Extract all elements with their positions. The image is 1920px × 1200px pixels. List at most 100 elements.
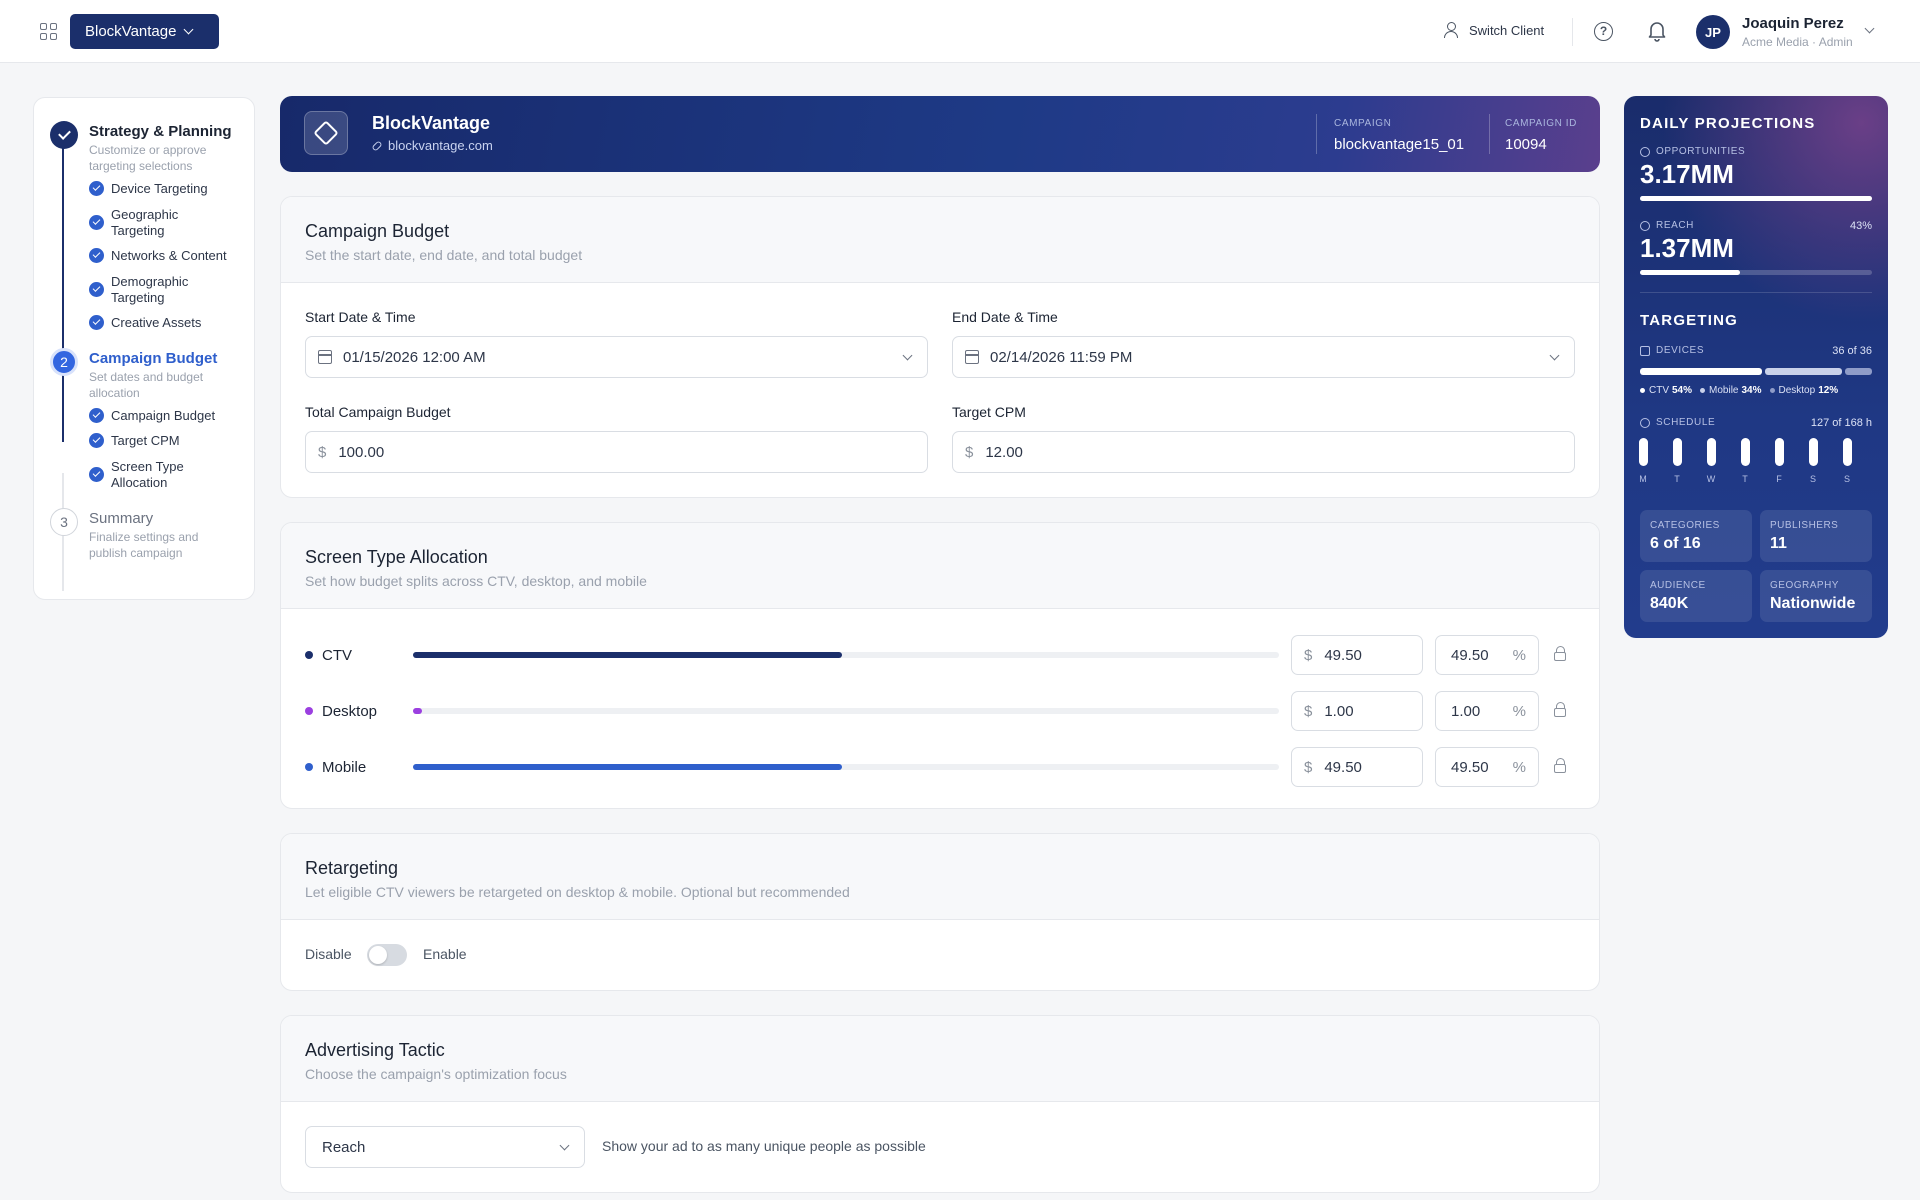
chevron-down-icon [559, 1140, 570, 1151]
stat-value: 840K [1650, 595, 1689, 612]
start-date-value: 01/15/2026 12:00 AM [343, 348, 486, 366]
step-complete-icon[interactable] [50, 121, 78, 149]
devices-split-bar [1640, 368, 1872, 375]
card-title: Campaign Budget [305, 221, 450, 241]
schedule-day: S [1807, 438, 1819, 484]
step-item-networks-content[interactable]: Networks & Content [89, 248, 229, 264]
legend-dot [1700, 387, 1706, 393]
step-item-campaign-budget[interactable]: Campaign Budget [89, 408, 229, 424]
reach-label: REACH [1640, 220, 1694, 231]
target-cpm-input[interactable]: $ 12.00 [952, 431, 1575, 473]
stat-geography: GEOGRAPHY Nationwide [1760, 570, 1872, 622]
start-date-picker[interactable]: 01/15/2026 12:00 AM [305, 336, 928, 378]
help-icon[interactable]: ? [1594, 22, 1613, 41]
campaign-header: BlockVantage blockvantage.com CAMPAIGN b… [280, 96, 1600, 172]
step-title-strategy[interactable]: Strategy & Planning [89, 123, 232, 140]
mobile-amount-input[interactable]: $49.50 [1291, 747, 1423, 787]
legend-value: 12% [1818, 385, 1839, 396]
total-budget-input[interactable]: $ 100.00 [305, 431, 928, 473]
schedule-day-label: T [1674, 474, 1680, 484]
step-item-label: Target CPM [111, 433, 180, 448]
stepper-line [62, 142, 64, 442]
user-name[interactable]: Joaquin Perez [1742, 15, 1844, 32]
opportunities-label: OPPORTUNITIES [1640, 146, 1745, 157]
start-date-label: Start Date & Time [305, 309, 416, 325]
tactic-select[interactable]: Reach [305, 1126, 585, 1168]
step-item-label: Screen Type Allocation [111, 459, 184, 490]
percent-symbol: % [1512, 758, 1526, 776]
step-item-device-targeting[interactable]: Device Targeting [89, 181, 229, 197]
check-icon [89, 467, 104, 482]
check-icon [89, 315, 104, 330]
schedule-day-bar [1638, 438, 1648, 466]
devices-label-text: DEVICES [1656, 345, 1705, 356]
check-icon [89, 282, 104, 297]
mobile-percent-input[interactable]: 49.50% [1435, 747, 1539, 787]
lock-icon[interactable] [1554, 702, 1566, 717]
schedule-day-bar [1672, 438, 1682, 466]
step-item-geographic-targeting[interactable]: Geographic Targeting [89, 207, 229, 239]
projections-title: DAILY PROJECTIONS [1640, 115, 1816, 132]
ctv-allocation-fill [413, 652, 842, 658]
client-selector[interactable]: BlockVantage [70, 14, 219, 49]
tactic-selected-value: Reach [322, 1138, 366, 1156]
apps-grid-icon[interactable] [40, 23, 57, 40]
switch-client-label: Switch Client [1469, 22, 1545, 38]
mobile-device-segment [1765, 368, 1842, 375]
chevron-down-icon[interactable] [1864, 23, 1875, 34]
screen-allocation-card: Screen Type Allocation Set how budget sp… [280, 522, 1600, 809]
step-number-pending[interactable]: 3 [50, 508, 78, 536]
ctv-percent-value: 49.50 [1451, 646, 1489, 664]
ctv-amount-input[interactable]: $49.50 [1291, 635, 1423, 675]
calendar-icon [965, 350, 979, 364]
step-title-budget[interactable]: Campaign Budget [89, 350, 218, 367]
ctv-allocation-track[interactable] [413, 652, 1279, 658]
check-icon [89, 215, 104, 230]
end-date-label: End Date & Time [952, 309, 1058, 325]
opportunities-bar-fill [1640, 196, 1872, 201]
end-date-picker[interactable]: 02/14/2026 11:59 PM [952, 336, 1575, 378]
step-title-summary[interactable]: Summary [89, 510, 154, 527]
enable-label: Enable [423, 946, 467, 962]
campaign-url[interactable]: blockvantage.com [371, 138, 493, 153]
lock-icon[interactable] [1554, 758, 1566, 773]
step-item-label: Creative Assets [111, 315, 202, 330]
step-item-creative-assets[interactable]: Creative Assets [89, 315, 229, 331]
users-icon [1640, 220, 1650, 231]
check-icon [89, 433, 104, 448]
divider [1316, 114, 1317, 154]
desktop-percent-input[interactable]: 1.00% [1435, 691, 1539, 731]
currency-symbol: $ [1304, 646, 1313, 664]
mobile-allocation-fill [413, 764, 842, 770]
desktop-amount-input[interactable]: $1.00 [1291, 691, 1423, 731]
targeting-title: TARGETING [1640, 312, 1739, 329]
step-item-target-cpm[interactable]: Target CPM [89, 433, 229, 449]
lock-icon[interactable] [1554, 646, 1566, 661]
schedule-label: SCHEDULE [1640, 417, 1715, 428]
schedule-day-label: S [1843, 474, 1850, 484]
desktop-percent-value: 1.00 [1451, 702, 1481, 720]
bell-icon[interactable] [1647, 20, 1667, 42]
currency-symbol: $ [965, 443, 974, 461]
check-icon [89, 408, 104, 423]
check-icon [89, 248, 104, 263]
step-number-active[interactable]: 2 [50, 348, 78, 376]
switch-client-button[interactable]: Switch Client [1444, 22, 1544, 38]
stat-label: CATEGORIES [1650, 520, 1720, 531]
desktop-color-dot [305, 707, 313, 715]
devices-label: DEVICES [1640, 345, 1704, 356]
schedule-day-bar [1842, 438, 1852, 466]
ctv-percent-input[interactable]: 49.50% [1435, 635, 1539, 675]
card-subtitle: Set the start date, end date, and total … [305, 247, 583, 263]
step-item-screen-type-allocation[interactable]: Screen Type Allocation [89, 459, 229, 491]
step-item-demographic-targeting[interactable]: Demographic Targeting [89, 274, 229, 306]
schedule-day-label: F [1776, 474, 1782, 484]
divider [1489, 114, 1490, 154]
retargeting-toggle[interactable] [367, 944, 407, 966]
percent-symbol: % [1512, 646, 1526, 664]
avatar[interactable]: JP [1696, 15, 1730, 49]
mobile-allocation-track[interactable] [413, 764, 1279, 770]
legend-label: CTV [1649, 385, 1669, 396]
desktop-allocation-track[interactable] [413, 708, 1279, 714]
legend-item-ctv: CTV 54% [1640, 385, 1692, 396]
